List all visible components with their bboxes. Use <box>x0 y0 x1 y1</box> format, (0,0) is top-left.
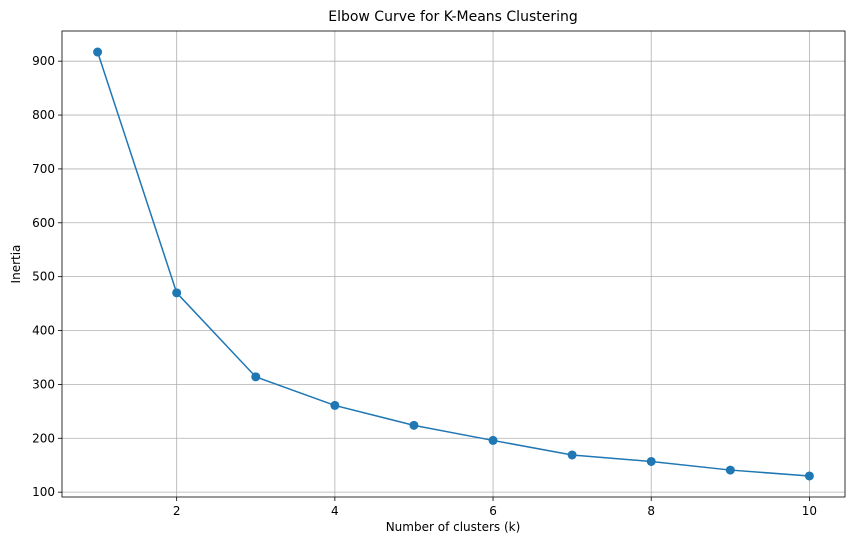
y-tick-label: 300 <box>32 377 55 391</box>
y-tick-label: 100 <box>32 485 55 499</box>
data-point <box>251 372 261 382</box>
x-axis-label: Number of clusters (k) <box>386 520 521 534</box>
x-tick-label: 4 <box>331 504 339 518</box>
data-point <box>804 471 814 481</box>
data-point <box>567 450 577 460</box>
data-point <box>725 465 735 475</box>
x-tick-label: 8 <box>647 504 655 518</box>
data-point <box>646 456 656 466</box>
chart-title: Elbow Curve for K-Means Clustering <box>328 9 578 25</box>
data-point <box>409 420 419 430</box>
y-tick-label: 600 <box>32 216 55 230</box>
y-tick-label: 800 <box>32 108 55 122</box>
y-axis-label: Inertia <box>9 245 23 284</box>
y-tick-label: 700 <box>32 162 55 176</box>
y-tick-label: 900 <box>32 54 55 68</box>
data-line <box>96 51 810 477</box>
data-point <box>172 288 182 298</box>
x-tick-label: 2 <box>173 504 181 518</box>
data-point <box>330 400 340 410</box>
y-tick-label: 500 <box>32 270 55 284</box>
data-point <box>93 47 103 57</box>
y-tick-label: 200 <box>32 431 55 445</box>
y-tick-label: 400 <box>32 324 55 338</box>
data-point <box>488 435 498 445</box>
plot-frame <box>61 30 846 498</box>
x-tick-label: 6 <box>489 504 497 518</box>
x-tick-label: 10 <box>802 504 817 518</box>
